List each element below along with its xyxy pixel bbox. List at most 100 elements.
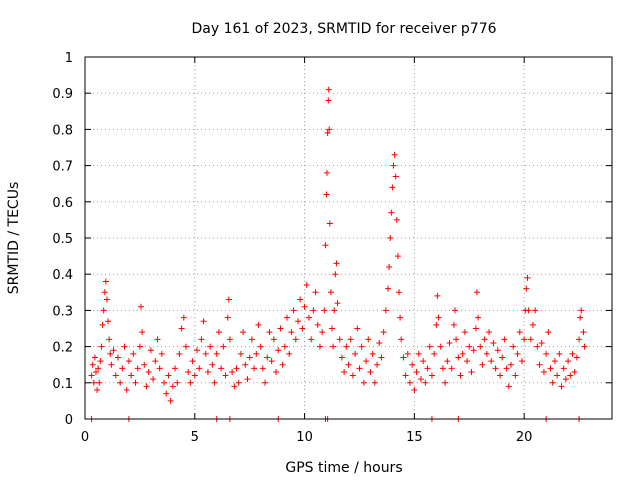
- data-point: [102, 278, 109, 285]
- data-point: [428, 372, 435, 379]
- data-point: [98, 343, 105, 350]
- data-point: [91, 354, 98, 361]
- data-point: [385, 285, 392, 292]
- data-point: [330, 343, 337, 350]
- y-tick-label: 0.3: [52, 304, 73, 319]
- data-point: [308, 336, 315, 343]
- data-point: [391, 151, 398, 158]
- data-point: [524, 274, 531, 281]
- data-point: [492, 365, 499, 372]
- data-point: [244, 376, 251, 383]
- data-point: [354, 325, 361, 332]
- data-point: [336, 336, 343, 343]
- data-point: [497, 372, 504, 379]
- data-point: [226, 336, 233, 343]
- data-point: [99, 321, 106, 328]
- data-point: [473, 289, 480, 296]
- y-tick-label: 0.9: [52, 87, 73, 102]
- data-point: [156, 365, 163, 372]
- data-point: [158, 350, 165, 357]
- data-point: [231, 383, 238, 390]
- y-tick-label: 0.7: [52, 160, 73, 175]
- data-point: [333, 260, 340, 267]
- data-point: [512, 372, 519, 379]
- data-point: [571, 368, 578, 375]
- data-point: [96, 379, 103, 386]
- data-point: [358, 343, 365, 350]
- data-point: [549, 379, 556, 386]
- data-point: [422, 379, 429, 386]
- data-point: [397, 314, 404, 321]
- data-point: [322, 242, 329, 249]
- data-point: [560, 365, 567, 372]
- data-point: [464, 358, 471, 365]
- data-point: [147, 347, 154, 354]
- data-point: [103, 296, 110, 303]
- data-point: [163, 390, 170, 397]
- data-point: [310, 307, 317, 314]
- data-point: [488, 358, 495, 365]
- data-point: [89, 361, 96, 368]
- data-point: [286, 350, 293, 357]
- data-point: [319, 329, 326, 336]
- data-point: [90, 379, 97, 386]
- data-point: [411, 387, 418, 394]
- data-point: [400, 354, 407, 361]
- data-point: [558, 383, 565, 390]
- ticks-layer: 00.10.20.30.40.50.60.70.80.910 5 10 15 20: [52, 51, 612, 445]
- data-point: [453, 336, 460, 343]
- y-tick-label: 0.5: [52, 232, 73, 247]
- data-point: [178, 325, 185, 332]
- data-point: [220, 343, 227, 350]
- data-point: [331, 307, 338, 314]
- data-point: [108, 361, 115, 368]
- data-point: [326, 220, 333, 227]
- data-point: [534, 343, 541, 350]
- data-point: [209, 361, 216, 368]
- data-point: [347, 336, 354, 343]
- data-point: [457, 372, 464, 379]
- data-point: [448, 365, 455, 372]
- data-point: [569, 350, 576, 357]
- data-point: [119, 365, 126, 372]
- data-point: [415, 350, 422, 357]
- data-point: [266, 329, 273, 336]
- data-point: [301, 303, 308, 310]
- y-tick-label: 0.2: [52, 341, 73, 356]
- data-point: [297, 296, 304, 303]
- data-point: [442, 379, 449, 386]
- data-point: [314, 321, 321, 328]
- x-axis-label: GPS time / hours: [285, 460, 402, 476]
- data-point: [507, 361, 514, 368]
- data-point: [518, 358, 525, 365]
- data-point: [110, 347, 117, 354]
- data-point: [470, 347, 477, 354]
- data-point: [349, 372, 356, 379]
- x-tick-label: 20: [516, 430, 533, 445]
- data-point: [577, 314, 584, 321]
- data-point: [468, 368, 475, 375]
- data-point: [424, 365, 431, 372]
- data-point: [303, 282, 310, 289]
- data-point: [387, 235, 394, 241]
- data-point: [503, 365, 510, 372]
- data-point: [494, 347, 501, 354]
- data-point: [394, 253, 401, 260]
- y-tick-label: 0: [65, 413, 73, 428]
- data-point: [323, 169, 330, 176]
- data-point: [374, 361, 381, 368]
- data-point: [326, 126, 333, 133]
- data-point: [198, 336, 205, 343]
- data-point: [434, 292, 441, 299]
- data-point: [233, 365, 240, 372]
- data-point: [338, 354, 345, 361]
- data-point: [398, 336, 405, 343]
- data-point: [538, 339, 545, 346]
- data-point: [382, 307, 389, 314]
- data-point: [483, 350, 490, 357]
- data-point: [88, 372, 95, 379]
- data-point: [246, 354, 253, 361]
- data-point: [215, 329, 222, 336]
- data-point: [154, 336, 161, 343]
- data-point: [325, 86, 332, 93]
